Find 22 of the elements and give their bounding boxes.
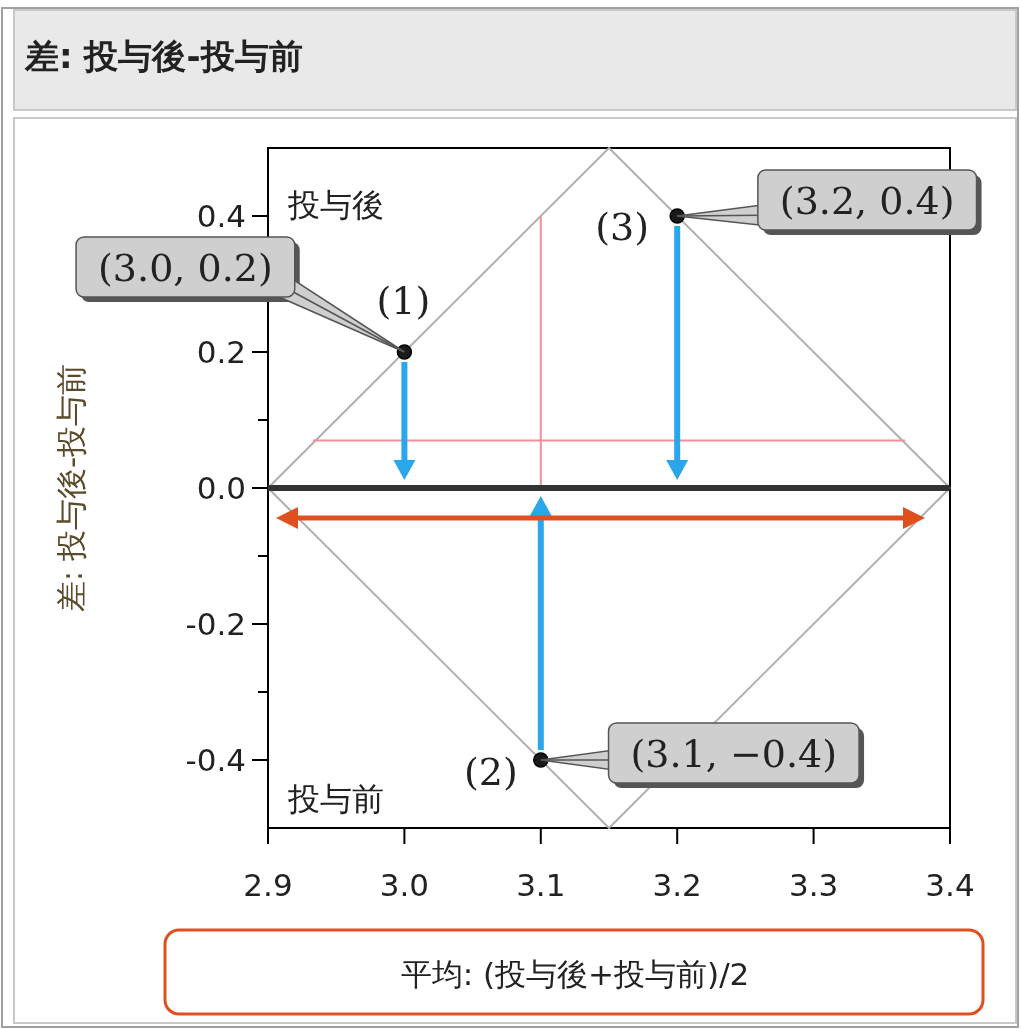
annotation: (3.0, 0.2) [98,246,273,290]
chart-title: 差: 投与後-投与前 [24,36,303,76]
annotation: (3.2, 0.4) [779,179,955,223]
annotation: 投与前 [287,780,384,818]
annotation: 投与後 [287,186,384,224]
y-tick-label: 0.0 [196,470,246,506]
annotation: (1) [376,279,431,323]
x-tick-label: 3.4 [925,867,975,903]
y-axis-title: 差: 投与後-投与前 [53,363,89,613]
y-tick-label: -0.4 [185,742,246,778]
x-tick-label: 3.1 [516,867,566,903]
x-tick-label: 3.2 [652,867,702,903]
x-axis-title: 平均: (投与後+投与前)/2 [400,956,750,992]
x-tick-label: 3.3 [788,867,839,903]
annotation: (3) [595,205,650,249]
x-tick-label: 2.9 [243,867,293,903]
x-tick-label: 3.0 [379,867,430,903]
y-tick-label: 0.2 [196,334,246,370]
annotation: (2) [463,750,518,794]
y-tick-label: 0.4 [196,198,246,234]
annotation: (3.1, −0.4) [630,732,838,776]
y-tick-label: -0.2 [185,606,246,642]
